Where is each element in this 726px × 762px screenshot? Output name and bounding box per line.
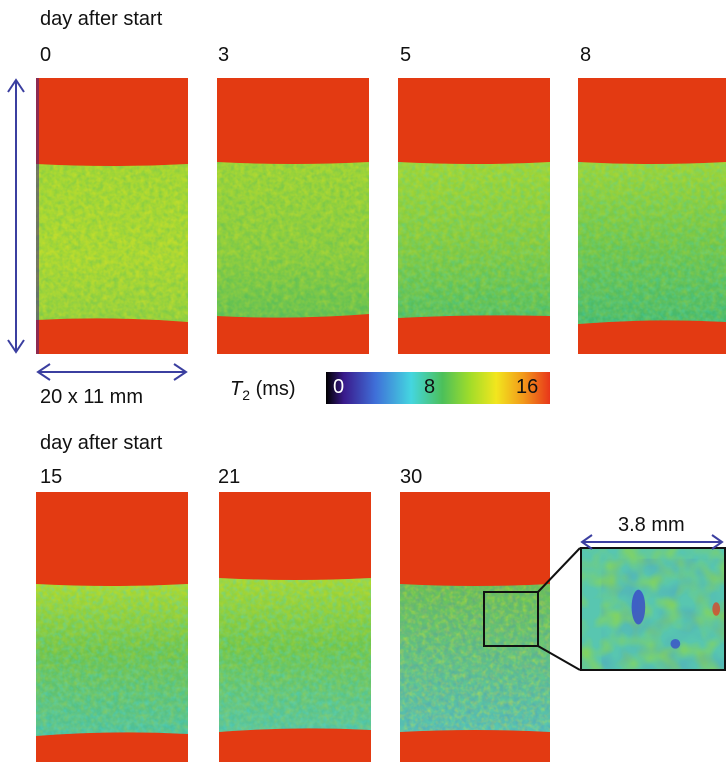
mri-panel-day-0 [36, 78, 188, 354]
row2-heading: day after start [40, 432, 163, 454]
day-label-3: 3 [218, 44, 230, 66]
colorbar-tick-0: 0 [333, 376, 345, 398]
t2-colorbar [326, 372, 550, 404]
day-label-0: 0 [40, 44, 52, 66]
vertical-dimension-arrow [7, 78, 25, 354]
zoom-inset [580, 547, 726, 671]
day-label-5: 5 [400, 44, 412, 66]
zoom-connector-lines [537, 547, 581, 671]
colorbar-unit: (ms) [250, 378, 296, 400]
colorbar-tick-16: 16 [516, 376, 539, 398]
mri-panel-day-21 [219, 492, 371, 762]
day-label-30: 30 [400, 466, 423, 488]
zoom-width-arrow [580, 534, 724, 550]
size-label: 20 x 11 mm [40, 386, 143, 408]
day-label-21: 21 [218, 466, 241, 488]
mri-panel-day-8 [578, 78, 726, 354]
mri-panel-day-15 [36, 492, 188, 762]
colorbar-symbol: T [230, 378, 243, 400]
day-label-15: 15 [40, 466, 63, 488]
mri-panel-day-5 [398, 78, 550, 354]
horizontal-dimension-arrow [36, 363, 188, 381]
mri-panel-day-3 [217, 78, 369, 354]
colorbar-tick-8: 8 [424, 376, 436, 398]
zoom-region-box [483, 591, 539, 647]
zoom-size-label: 3.8 mm [618, 514, 685, 536]
row1-heading: day after start [40, 8, 163, 30]
mri-panel-day-30 [400, 492, 550, 762]
colorbar-subscript: 2 [242, 387, 251, 403]
day-label-8: 8 [580, 44, 592, 66]
colorbar-label: T2 (ms) [230, 378, 296, 406]
